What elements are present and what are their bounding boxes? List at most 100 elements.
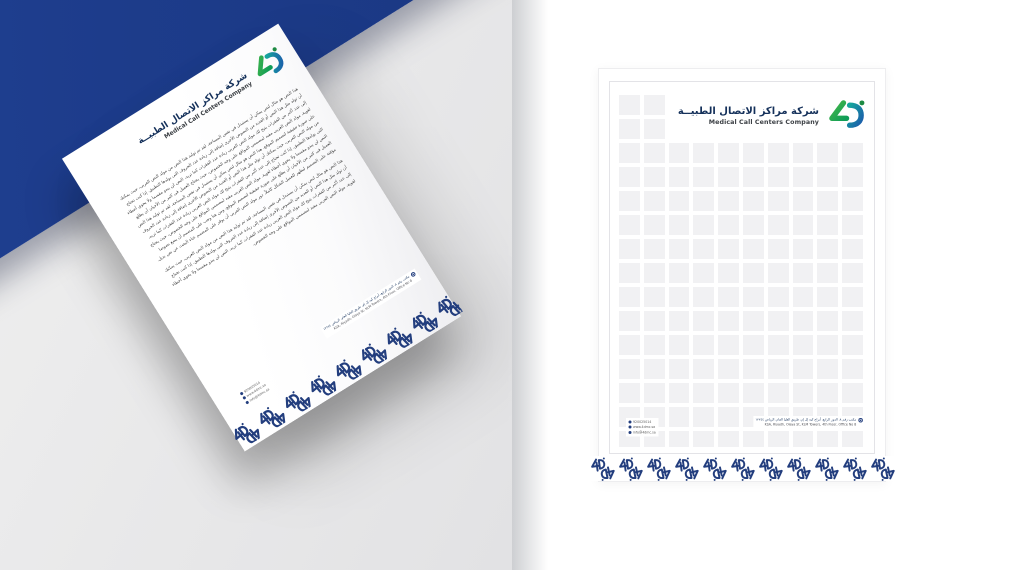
grid-cell <box>668 263 690 283</box>
grid-cell <box>792 287 814 307</box>
4d-pattern-unit <box>589 456 617 481</box>
grid-cell <box>619 215 640 235</box>
4d-pattern-unit <box>729 456 757 481</box>
grid-cell <box>817 167 839 187</box>
address-block: مكتب رقم ٨، الدور الرابع، أبراج كيه إل إ… <box>753 416 865 429</box>
grid-cell <box>619 311 640 331</box>
4d-pattern-unit <box>617 456 645 481</box>
grid-cell <box>718 143 739 163</box>
grid-cell <box>742 263 764 283</box>
grid-cell <box>693 359 715 379</box>
company-name-english: Medical Call Centers Company <box>708 118 819 126</box>
4d-pattern-unit <box>785 456 813 481</box>
grid-cell <box>668 191 690 211</box>
grid-cell <box>792 359 814 379</box>
grid-cell <box>643 311 665 331</box>
4d-pattern-unit <box>841 456 869 481</box>
grid-cell <box>668 359 690 379</box>
grid-cell <box>792 335 814 355</box>
grid-cell <box>693 311 715 331</box>
grid-cell <box>619 167 640 187</box>
grid-cell <box>767 359 789 379</box>
location-pin-icon <box>410 271 417 278</box>
grid-cell <box>792 263 814 283</box>
grid-cell <box>619 359 640 379</box>
grid-cell <box>668 335 690 355</box>
grid-cell <box>767 311 789 331</box>
grid-cell <box>668 311 690 331</box>
grid-cell <box>842 167 863 187</box>
scene-3d-mockup: شركة مراكز الاتصال الطبيــة Medical Call… <box>0 0 512 570</box>
4d-glyph-icon <box>655 463 675 481</box>
4d-glyph-icon <box>851 463 871 481</box>
company-name-arabic: شركة مراكز الاتصال الطبيــة <box>677 106 819 118</box>
contact-block: 920025014 www.4dmc.sa info@4dmc.sa <box>236 375 274 409</box>
grid-cell <box>643 119 665 139</box>
grid-cell <box>767 335 789 355</box>
grid-cell <box>619 383 640 403</box>
grid-cell <box>792 143 814 163</box>
grid-cell <box>643 191 665 211</box>
grid-cell <box>817 287 839 307</box>
grid-cell <box>718 191 739 211</box>
grid-cell <box>842 359 863 379</box>
grid-cell <box>817 383 839 403</box>
grid-cell <box>643 167 665 187</box>
grid-cell <box>767 383 789 403</box>
grid-cell <box>817 311 839 331</box>
email-icon <box>628 430 632 434</box>
grid-cell <box>792 191 814 211</box>
grid-cell <box>718 263 739 283</box>
grid-cell <box>668 407 690 427</box>
4d-glyph-icon <box>711 463 731 481</box>
grid-cell <box>842 215 863 235</box>
grid-cell <box>718 359 739 379</box>
grid-cell <box>718 383 739 403</box>
grid-cell <box>817 143 839 163</box>
contact-row: info@4dmc.sa <box>628 430 656 435</box>
4d-glyph-icon <box>627 463 647 481</box>
4d-pattern-unit <box>757 456 785 481</box>
grid-cell <box>643 359 665 379</box>
grid-cell <box>619 239 640 259</box>
grid-cell <box>718 215 739 235</box>
grid-cell <box>817 239 839 259</box>
contact-block: 920025014 www.4dmc.sa info@4dmc.sa <box>626 418 659 437</box>
grid-cell <box>792 215 814 235</box>
inner-frame <box>609 81 875 454</box>
contact-row: 920025014 <box>628 420 656 425</box>
grid-cell <box>643 383 665 403</box>
grid-cell <box>643 263 665 283</box>
4d-glyph-icon <box>739 463 759 481</box>
grid-cell <box>767 239 789 259</box>
grid-cell <box>718 335 739 355</box>
grid-cell <box>693 143 715 163</box>
4d-glyph-icon <box>599 463 619 481</box>
grid-cell <box>817 335 839 355</box>
grid-cell <box>693 383 715 403</box>
4d-glyph-icon <box>683 463 703 481</box>
address-arabic: مكتب رقم ٨، الدور الرابع، أبراج كيه إل إ… <box>755 417 857 422</box>
grid-cell <box>643 95 665 115</box>
address-english: KSA, Riyadh, Olaya St, KLM Towers, 4th F… <box>764 422 857 427</box>
grid-cell <box>817 359 839 379</box>
grid-cell <box>742 359 764 379</box>
4d-glyph-icon <box>823 463 843 481</box>
grid-cell <box>842 239 863 259</box>
company-logo-4d-icon <box>825 94 865 138</box>
email-icon <box>245 400 250 405</box>
grid-cell <box>742 191 764 211</box>
grid-cell <box>693 191 715 211</box>
contact-row: www.4dmc.sa <box>628 425 656 430</box>
grid-cell <box>693 287 715 307</box>
grid-cell <box>742 335 764 355</box>
grid-cell <box>619 95 640 115</box>
grid-cell <box>693 215 715 235</box>
grid-cell <box>742 383 764 403</box>
grid-cell <box>842 263 863 283</box>
contact-text: info@4dmc.sa <box>633 430 656 435</box>
grid-cell <box>619 263 640 283</box>
grid-cell <box>767 143 789 163</box>
grid-cell <box>718 167 739 187</box>
